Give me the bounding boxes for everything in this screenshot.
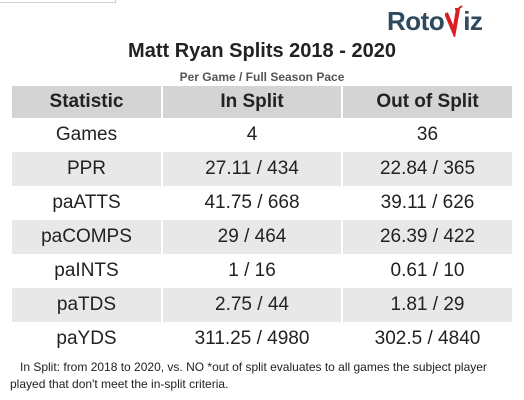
cell-in-split: 1 / 16 — [162, 254, 343, 288]
column-header-in-split: In Split — [162, 86, 343, 118]
table-row: paTDS 2.75 / 44 1.81 / 29 — [12, 288, 512, 322]
table-row: PPR 27.11 / 434 22.84 / 365 — [12, 152, 512, 186]
cell-out-of-split: 0.61 / 10 — [342, 254, 512, 288]
logo-v-icon — [445, 5, 463, 37]
footnote: In Split: from 2018 to 2020, vs. NO *out… — [10, 360, 487, 391]
table-row: paATTS 41.75 / 668 39.11 / 626 — [12, 186, 512, 220]
cell-in-split: 27.11 / 434 — [162, 152, 343, 186]
table-row: Games 4 36 — [12, 118, 512, 152]
table-header-row: Statistic In Split Out of Split — [12, 86, 512, 118]
cell-in-split: 4 — [162, 118, 343, 152]
cell-in-split: 311.25 / 4980 — [162, 322, 343, 356]
cell-out-of-split: 39.11 / 626 — [342, 186, 512, 220]
cell-out-of-split: 26.39 / 422 — [342, 220, 512, 254]
cell-statistic: Games — [12, 118, 163, 152]
cell-in-split: 2.75 / 44 — [162, 288, 343, 322]
cell-in-split: 29 / 464 — [162, 220, 343, 254]
cell-statistic: paATTS — [12, 186, 163, 220]
column-header-out-of-split: Out of Split — [342, 86, 512, 118]
splits-table: Statistic In Split Out of Split Games 4 … — [12, 86, 512, 356]
cell-out-of-split: 36 — [342, 118, 512, 152]
cell-statistic: PPR — [12, 152, 163, 186]
cell-statistic: paYDS — [12, 322, 163, 356]
page-subtitle: Per Game / Full Season Pace — [179, 70, 345, 84]
rotoviz-logo: Roto iz — [387, 5, 483, 37]
page-title: Matt Ryan Splits 2018 - 2020 — [128, 40, 396, 62]
table-row: paINTS 1 / 16 0.61 / 10 — [12, 254, 512, 288]
cell-out-of-split: 22.84 / 365 — [342, 152, 512, 186]
browser-tab-edge — [0, 0, 116, 3]
cell-out-of-split: 1.81 / 29 — [342, 288, 512, 322]
column-header-statistic: Statistic — [12, 86, 163, 118]
table-row: paCOMPS 29 / 464 26.39 / 422 — [12, 220, 512, 254]
cell-statistic: paINTS — [12, 254, 163, 288]
cell-statistic: paCOMPS — [12, 220, 163, 254]
table-row: paYDS 311.25 / 4980 302.5 / 4840 — [12, 322, 512, 356]
logo-text-left: Roto — [387, 5, 445, 36]
cell-in-split: 41.75 / 668 — [162, 186, 343, 220]
logo-text-right: iz — [463, 5, 483, 36]
cell-statistic: paTDS — [12, 288, 163, 322]
cell-out-of-split: 302.5 / 4840 — [342, 322, 512, 356]
